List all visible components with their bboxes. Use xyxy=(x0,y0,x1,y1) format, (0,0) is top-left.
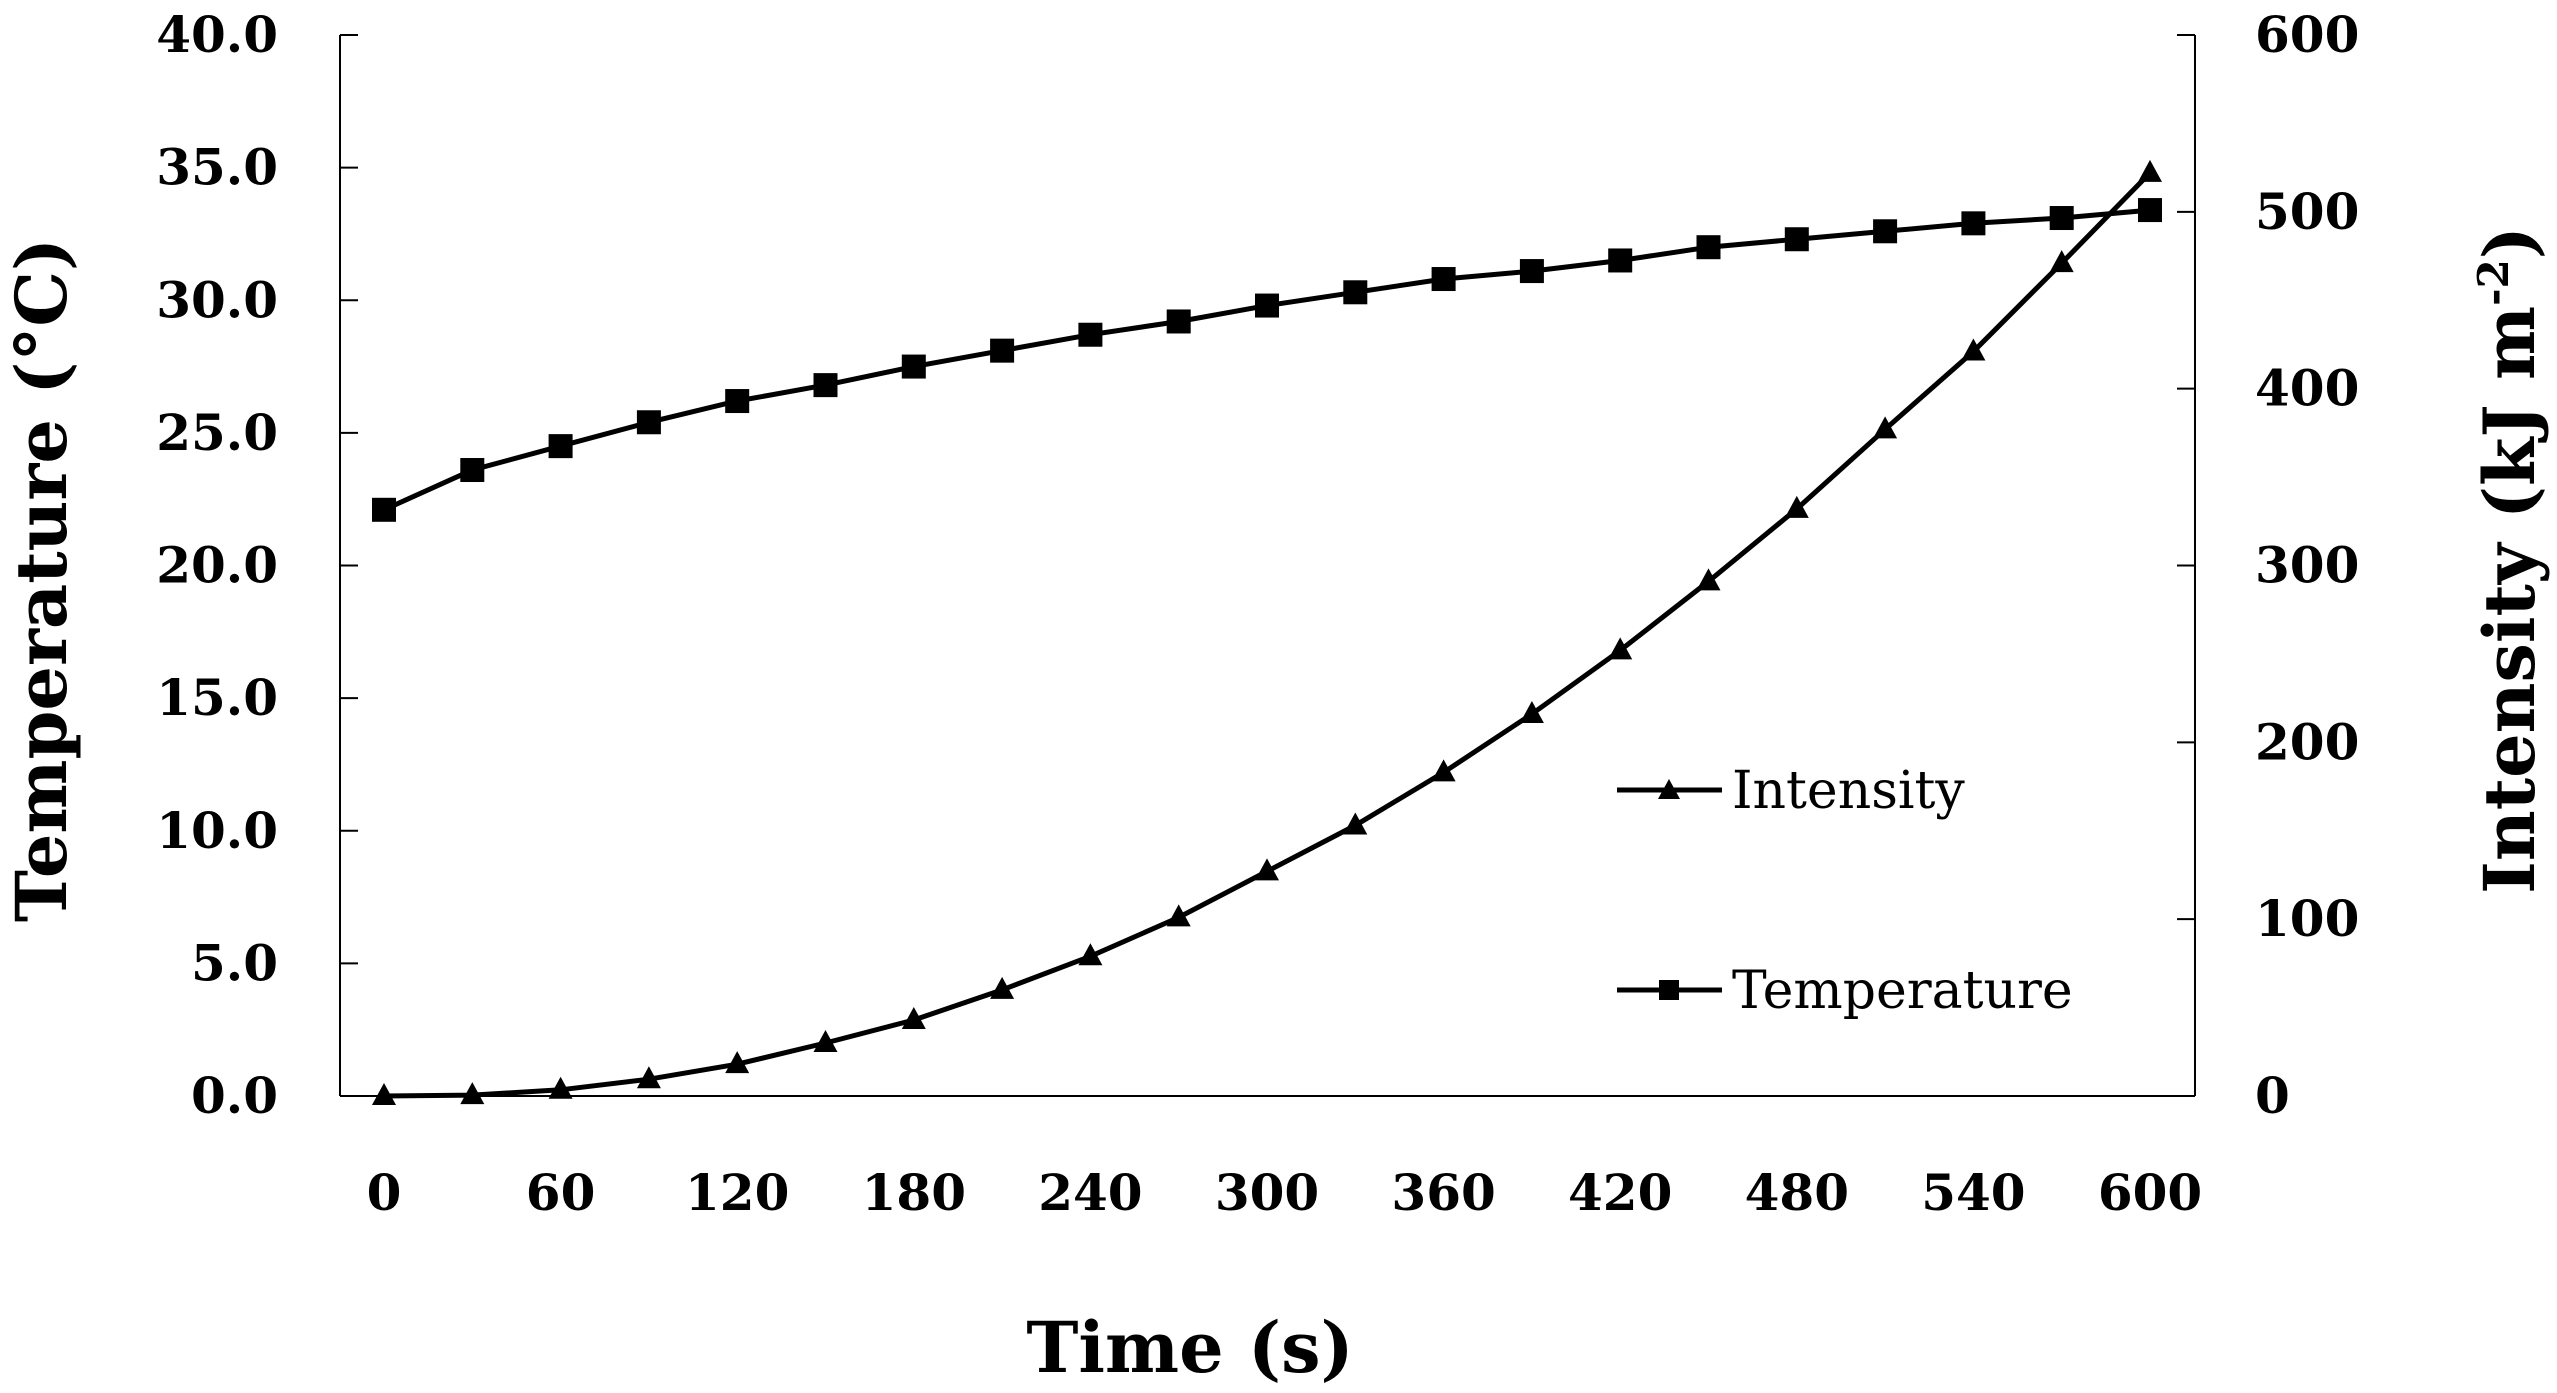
temperature-point xyxy=(813,373,838,398)
temperature-point xyxy=(460,458,485,483)
legend-square-marker xyxy=(1659,980,1679,1000)
legend-item-temperature: Temperature xyxy=(1617,961,2073,1021)
temperature-point xyxy=(1343,280,1368,305)
y-right-tick-label: 400 xyxy=(2255,359,2359,418)
legend: Intensity Temperature xyxy=(1617,761,2073,1021)
intensity-point xyxy=(2049,250,2074,273)
legend-label-temperature: Temperature xyxy=(1732,961,2073,1021)
y-right-tick-label: 200 xyxy=(2255,712,2359,771)
y-left-tick-label: 10.0 xyxy=(156,801,278,860)
intensity-point xyxy=(1431,759,1456,782)
intensity-point xyxy=(1255,858,1279,881)
x-tick-label: 120 xyxy=(685,1163,789,1222)
y-left-tick-label: 20.0 xyxy=(156,536,278,595)
intensity-point xyxy=(990,976,1015,999)
temperature-point xyxy=(725,389,750,414)
temperature-point xyxy=(372,497,396,522)
x-tick-label: 600 xyxy=(2098,1163,2202,1222)
temperature-point xyxy=(1873,219,1898,244)
series-line-temperature xyxy=(382,207,2151,513)
intensity-point xyxy=(901,1006,926,1029)
x-tick-label: 420 xyxy=(1568,1163,1672,1222)
x-tick-label: 540 xyxy=(1921,1163,2025,1222)
temperature-point xyxy=(990,338,1015,363)
legend-label-intensity: Intensity xyxy=(1732,761,1965,821)
temperature-point xyxy=(2049,206,2074,231)
y-left-tick-label: 35.0 xyxy=(156,138,278,197)
x-tick-label: 0 xyxy=(367,1163,402,1222)
y-right-tick-label: 100 xyxy=(2255,889,2359,948)
temperature-point xyxy=(1608,248,1633,273)
intensity-point xyxy=(372,1083,396,1105)
y-left-tick-label: 40.0 xyxy=(156,5,278,64)
temperature-point xyxy=(1696,235,1721,260)
temperature-point xyxy=(1255,293,1279,318)
axes-frame xyxy=(339,35,2196,1097)
intensity-point xyxy=(813,1029,838,1052)
x-tick-label: 480 xyxy=(1745,1163,1849,1222)
y2-title-superscript: -2 xyxy=(2469,259,2518,306)
intensity-point xyxy=(1078,943,1103,966)
y-right-axis-title: Intensity (kJ m-2) xyxy=(2468,226,2551,894)
intensity-point xyxy=(1873,416,1898,439)
y2-title-close: ) xyxy=(2468,226,2551,259)
y-left-tick-label: 0.0 xyxy=(191,1066,278,1125)
tick-marks xyxy=(340,34,2195,1097)
y-right-tick-label: 500 xyxy=(2255,182,2359,241)
y-left-tick-label: 30.0 xyxy=(156,270,278,329)
temperature-point xyxy=(636,410,661,435)
legend-item-intensity: Intensity xyxy=(1617,761,1965,821)
y2-title-main: Intensity (kJ m xyxy=(2468,306,2551,894)
y-right-tick-label: 300 xyxy=(2255,536,2359,595)
intensity-point xyxy=(548,1076,573,1099)
x-tick-label: 180 xyxy=(862,1163,966,1222)
temperature-point xyxy=(1431,267,1456,292)
series-layer xyxy=(372,159,2162,1105)
y-left-axis-title: Temperature (°C) xyxy=(0,238,83,922)
y-right-tick-labels: 0 100 200 300 400 500 600 xyxy=(2255,5,2359,1125)
x-tick-label: 60 xyxy=(526,1163,596,1222)
legend-triangle-marker xyxy=(1658,779,1680,799)
temperature-point xyxy=(1784,227,1809,252)
y-left-tick-labels: 0.0 5.0 10.0 15.0 20.0 25.0 30.0 35.0 40.0 xyxy=(156,5,278,1125)
intensity-point xyxy=(636,1066,661,1089)
temperature-point xyxy=(1961,211,1986,236)
intensity-point xyxy=(1343,812,1368,835)
y-left-tick-label: 15.0 xyxy=(156,668,278,727)
intensity-point xyxy=(1519,701,1544,724)
x-tick-label: 240 xyxy=(1038,1163,1142,1222)
temperature-point xyxy=(1519,259,1544,284)
x-tick-labels: 0 60 120 180 240 300 360 420 480 540 600 xyxy=(367,1163,2203,1222)
temperature-point xyxy=(2138,198,2162,223)
temperature-point xyxy=(548,434,573,459)
intensity-point xyxy=(1784,495,1809,518)
intensity-point xyxy=(1166,904,1191,927)
temperature-point xyxy=(1078,322,1103,347)
intensity-point xyxy=(2138,159,2162,182)
intensity-point xyxy=(460,1082,485,1105)
intensity-point xyxy=(1608,637,1633,660)
x-axis-title: Time (s) xyxy=(1026,1306,1353,1389)
intensity-point xyxy=(1696,568,1721,591)
y-left-tick-label: 5.0 xyxy=(191,933,278,992)
temperature-point xyxy=(901,354,926,379)
temperature-point xyxy=(1166,309,1191,334)
intensity-point xyxy=(1961,338,1986,361)
x-tick-label: 360 xyxy=(1391,1163,1495,1222)
y-left-tick-label: 25.0 xyxy=(156,403,278,462)
x-tick-label: 300 xyxy=(1215,1163,1319,1222)
y-right-tick-label: 600 xyxy=(2255,5,2359,64)
y-right-tick-label: 0 xyxy=(2255,1066,2290,1125)
intensity-point xyxy=(725,1051,750,1074)
